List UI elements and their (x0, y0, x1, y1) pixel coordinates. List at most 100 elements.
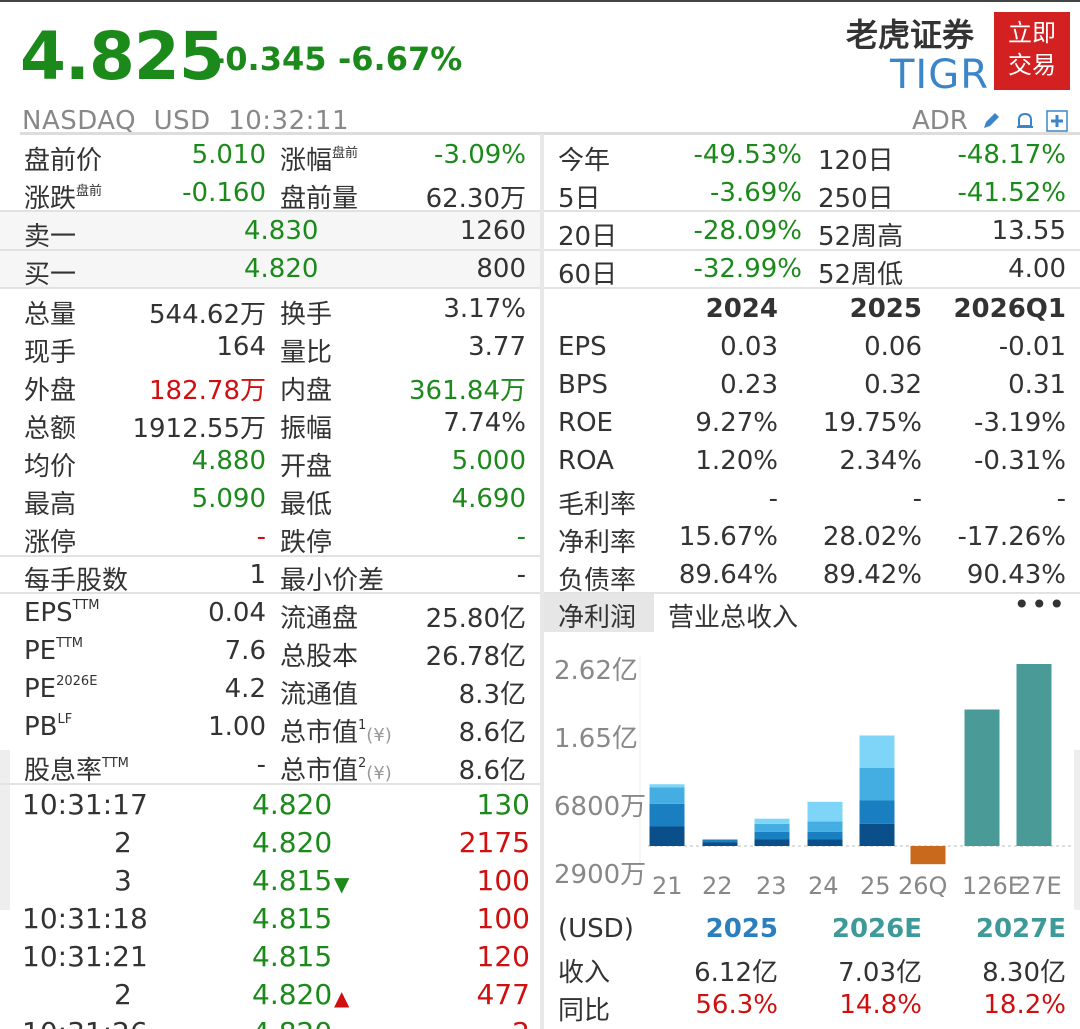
financials-value: 15.67% (678, 522, 778, 552)
valuation-value: 7.6 (224, 636, 266, 666)
stat-row: 最高 5.090 最低 4.690 (0, 480, 540, 520)
stat-label: 外盘 (24, 376, 77, 406)
premarket-label: 涨跌盘前 (24, 184, 103, 214)
bar-segment (807, 839, 843, 846)
performance-value: -32.99% (693, 254, 802, 284)
divider (0, 555, 540, 557)
bar-segment (859, 800, 895, 824)
premarket-value: -0.160 (182, 178, 266, 208)
valuation-label: 总股本 (280, 642, 359, 672)
stat-label: 量比 (280, 338, 333, 368)
premarket-row: 涨跌盘前 -0.160 盘前量 62.30万 (0, 174, 540, 214)
performance-row: 60日 -32.99% 52周低 4.00 (544, 250, 1080, 290)
financials-row: 负债率 89.64% 89.42% 90.43% (544, 556, 1080, 596)
forecast-value: 18.2% (983, 990, 1066, 1020)
stat-row: 均价 4.880 开盘 5.000 (0, 442, 540, 482)
header-divider (20, 132, 1080, 135)
performance-label: 52周高 (818, 222, 904, 252)
stat-label: 现手 (24, 338, 77, 368)
right-edge-handle[interactable] (1074, 750, 1080, 910)
stat-value: 1 (249, 560, 266, 590)
edit-icon[interactable] (980, 110, 1002, 132)
divider (0, 210, 540, 212)
performance-value: -49.53% (693, 140, 802, 170)
financials-row: 净利率 15.67% 28.02% -17.26% (544, 518, 1080, 558)
financials-value: - (768, 484, 778, 514)
tick-volume: 100 (476, 902, 530, 935)
tab-net-profit[interactable]: 净利润 (544, 594, 654, 633)
tick-row: 10:31:21 4.815 120 (0, 938, 540, 976)
valuation-label-superscript: TTM (72, 598, 100, 613)
financials-label: 负债率 (558, 566, 637, 596)
financials-label: BPS (558, 370, 609, 400)
valuation-label: PBLF (24, 712, 73, 742)
forecast-value: 14.8% (839, 990, 922, 1020)
stat-value: 3.77 (468, 332, 526, 362)
y-tick-label: 2900万 (554, 860, 647, 890)
tick-row: 10:31:26 4.820 2 (0, 1014, 540, 1029)
tick-price: 4.820 (252, 1016, 332, 1029)
valuation-value: 25.80亿 (425, 604, 526, 634)
valuation-label: 总市值2(¥) (280, 756, 392, 786)
valuation-label: 流通盘 (280, 604, 359, 634)
divider (544, 287, 1080, 289)
forecast-unit: (USD) (558, 914, 634, 944)
divider (544, 249, 1080, 251)
bar-segment (859, 823, 895, 846)
valuation-value: 4.2 (224, 674, 266, 704)
financials-value: 89.42% (822, 560, 922, 590)
forecast-label: 同比 (558, 996, 611, 1026)
tick-time: 10:31:26 (22, 1016, 148, 1029)
performance-value: 4.00 (1008, 254, 1066, 284)
stat-row: 外盘 182.78万 内盘 361.84万 (0, 366, 540, 406)
financials-value: 19.75% (822, 408, 922, 438)
x-tick-label: 23 (756, 872, 787, 900)
divider (0, 592, 540, 594)
sell1-volume: 1260 (459, 216, 526, 246)
stat-value: 7.74% (443, 408, 526, 438)
performance-label: 5日 (558, 184, 601, 214)
stat-label: 开盘 (280, 452, 333, 482)
financials-value: 9.27% (695, 408, 778, 438)
bar-segment (649, 826, 685, 846)
tick-price: 4.815 (252, 940, 333, 973)
financials-year: 2025 (849, 294, 922, 324)
stat-row: 涨停 - 跌停 - (0, 518, 540, 558)
x-tick-label: 21 (652, 872, 683, 900)
valuation-value: - (256, 750, 266, 780)
tick-row: 2 4.820 ▲ 477 (0, 976, 540, 1014)
trade-now-button[interactable]: 立即 交易 (994, 12, 1070, 90)
stat-row: 每手股数 1 最小价差 - (0, 556, 540, 596)
valuation-label-superscript: TTM (102, 756, 129, 771)
financials-row: ROA 1.20% 2.34% -0.31% (544, 442, 1080, 480)
stat-label: 振幅 (280, 414, 333, 444)
column-divider (540, 134, 544, 1029)
financials-value: -0.31% (974, 446, 1066, 476)
tab-revenue[interactable]: 营业总收入 (668, 603, 799, 633)
performance-label: 120日 (818, 146, 894, 176)
performance-row: 20日 -28.09% 52周高 13.55 (544, 212, 1080, 252)
stat-row: 现手 164 量比 3.77 (0, 328, 540, 368)
stat-value: 4.690 (451, 484, 526, 514)
plus-icon[interactable] (1046, 110, 1068, 132)
valuation-row: 股息率TTM - 总市值2(¥) 8.6亿 (0, 746, 540, 786)
performance-label: 60日 (558, 260, 618, 290)
valuation-label: EPSTTM (24, 598, 100, 628)
x-tick-label: 126E (962, 872, 1023, 900)
financials-value: 1.20% (695, 446, 778, 476)
buy1-price: 4.820 (244, 254, 319, 284)
financials-value: - (912, 484, 922, 514)
financials-value: 2.34% (839, 446, 922, 476)
stat-label: 最低 (280, 490, 333, 520)
premarket-label: 盘前价 (24, 146, 103, 176)
stat-value: - (516, 560, 526, 590)
performance-value: 13.55 (991, 216, 1066, 246)
divider (544, 592, 1080, 594)
financials-row: ROE 9.27% 19.75% -3.19% (544, 404, 1080, 442)
bell-icon[interactable] (1014, 110, 1036, 132)
stat-label: 内盘 (280, 376, 333, 406)
stat-label: 每手股数 (24, 566, 129, 596)
sell1-label: 卖一 (24, 222, 77, 252)
left-edge-handle[interactable] (0, 750, 10, 910)
financials-row: 毛利率 - - - (544, 480, 1080, 520)
